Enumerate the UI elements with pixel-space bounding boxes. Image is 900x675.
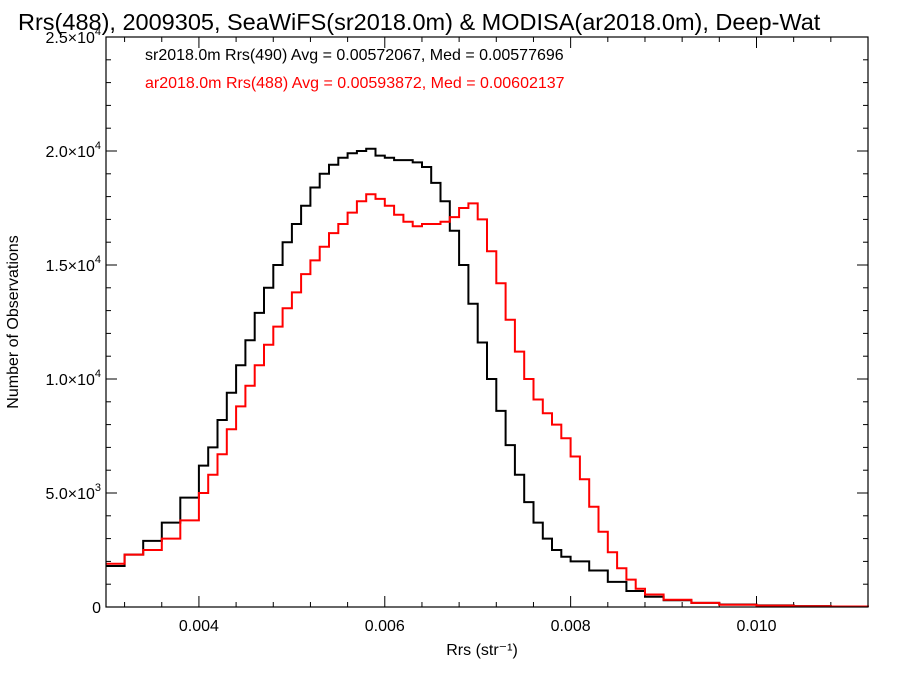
x-tick-label: 0.006 bbox=[365, 618, 405, 635]
series-line-0 bbox=[106, 147, 869, 608]
chart-title: Rrs(488), 2009305, SeaWiFS(sr2018.0m) & … bbox=[18, 9, 821, 35]
x-tick-labels: 0.004 0.006 0.008 0.010 bbox=[179, 618, 777, 635]
legend-entry-series-1: ar2018.0m Rrs(488) Avg = 0.00593872, Med… bbox=[145, 75, 565, 92]
y-tick-label: 1.0×104 bbox=[45, 368, 101, 389]
x-tick-label: 0.010 bbox=[736, 618, 776, 635]
y-tick-label: 2.0×104 bbox=[45, 140, 101, 161]
y-tick-labels: 0 5.0×103 1.0×104 1.5×104 2.0×104 2.5×104 bbox=[45, 26, 101, 617]
x-axis-label: Rrs (str⁻¹) bbox=[446, 642, 518, 659]
x-tick-label: 0.008 bbox=[551, 618, 591, 635]
x-tick-label: 0.004 bbox=[179, 618, 219, 635]
series-line-1 bbox=[106, 193, 869, 608]
series-layer bbox=[106, 147, 869, 608]
y-tick-label: 5.0×103 bbox=[45, 482, 101, 503]
y-tick-label: 0 bbox=[92, 600, 101, 617]
y-tick-label: 2.5×104 bbox=[45, 26, 101, 47]
y-axis-label: Number of Observations bbox=[5, 235, 22, 408]
axis-ticks bbox=[106, 36, 868, 608]
y-tick-label: 1.5×104 bbox=[45, 254, 101, 275]
plot-frame bbox=[105, 36, 869, 608]
legend-entry-series-0: sr2018.0m Rrs(490) Avg = 0.00572067, Med… bbox=[145, 47, 564, 64]
